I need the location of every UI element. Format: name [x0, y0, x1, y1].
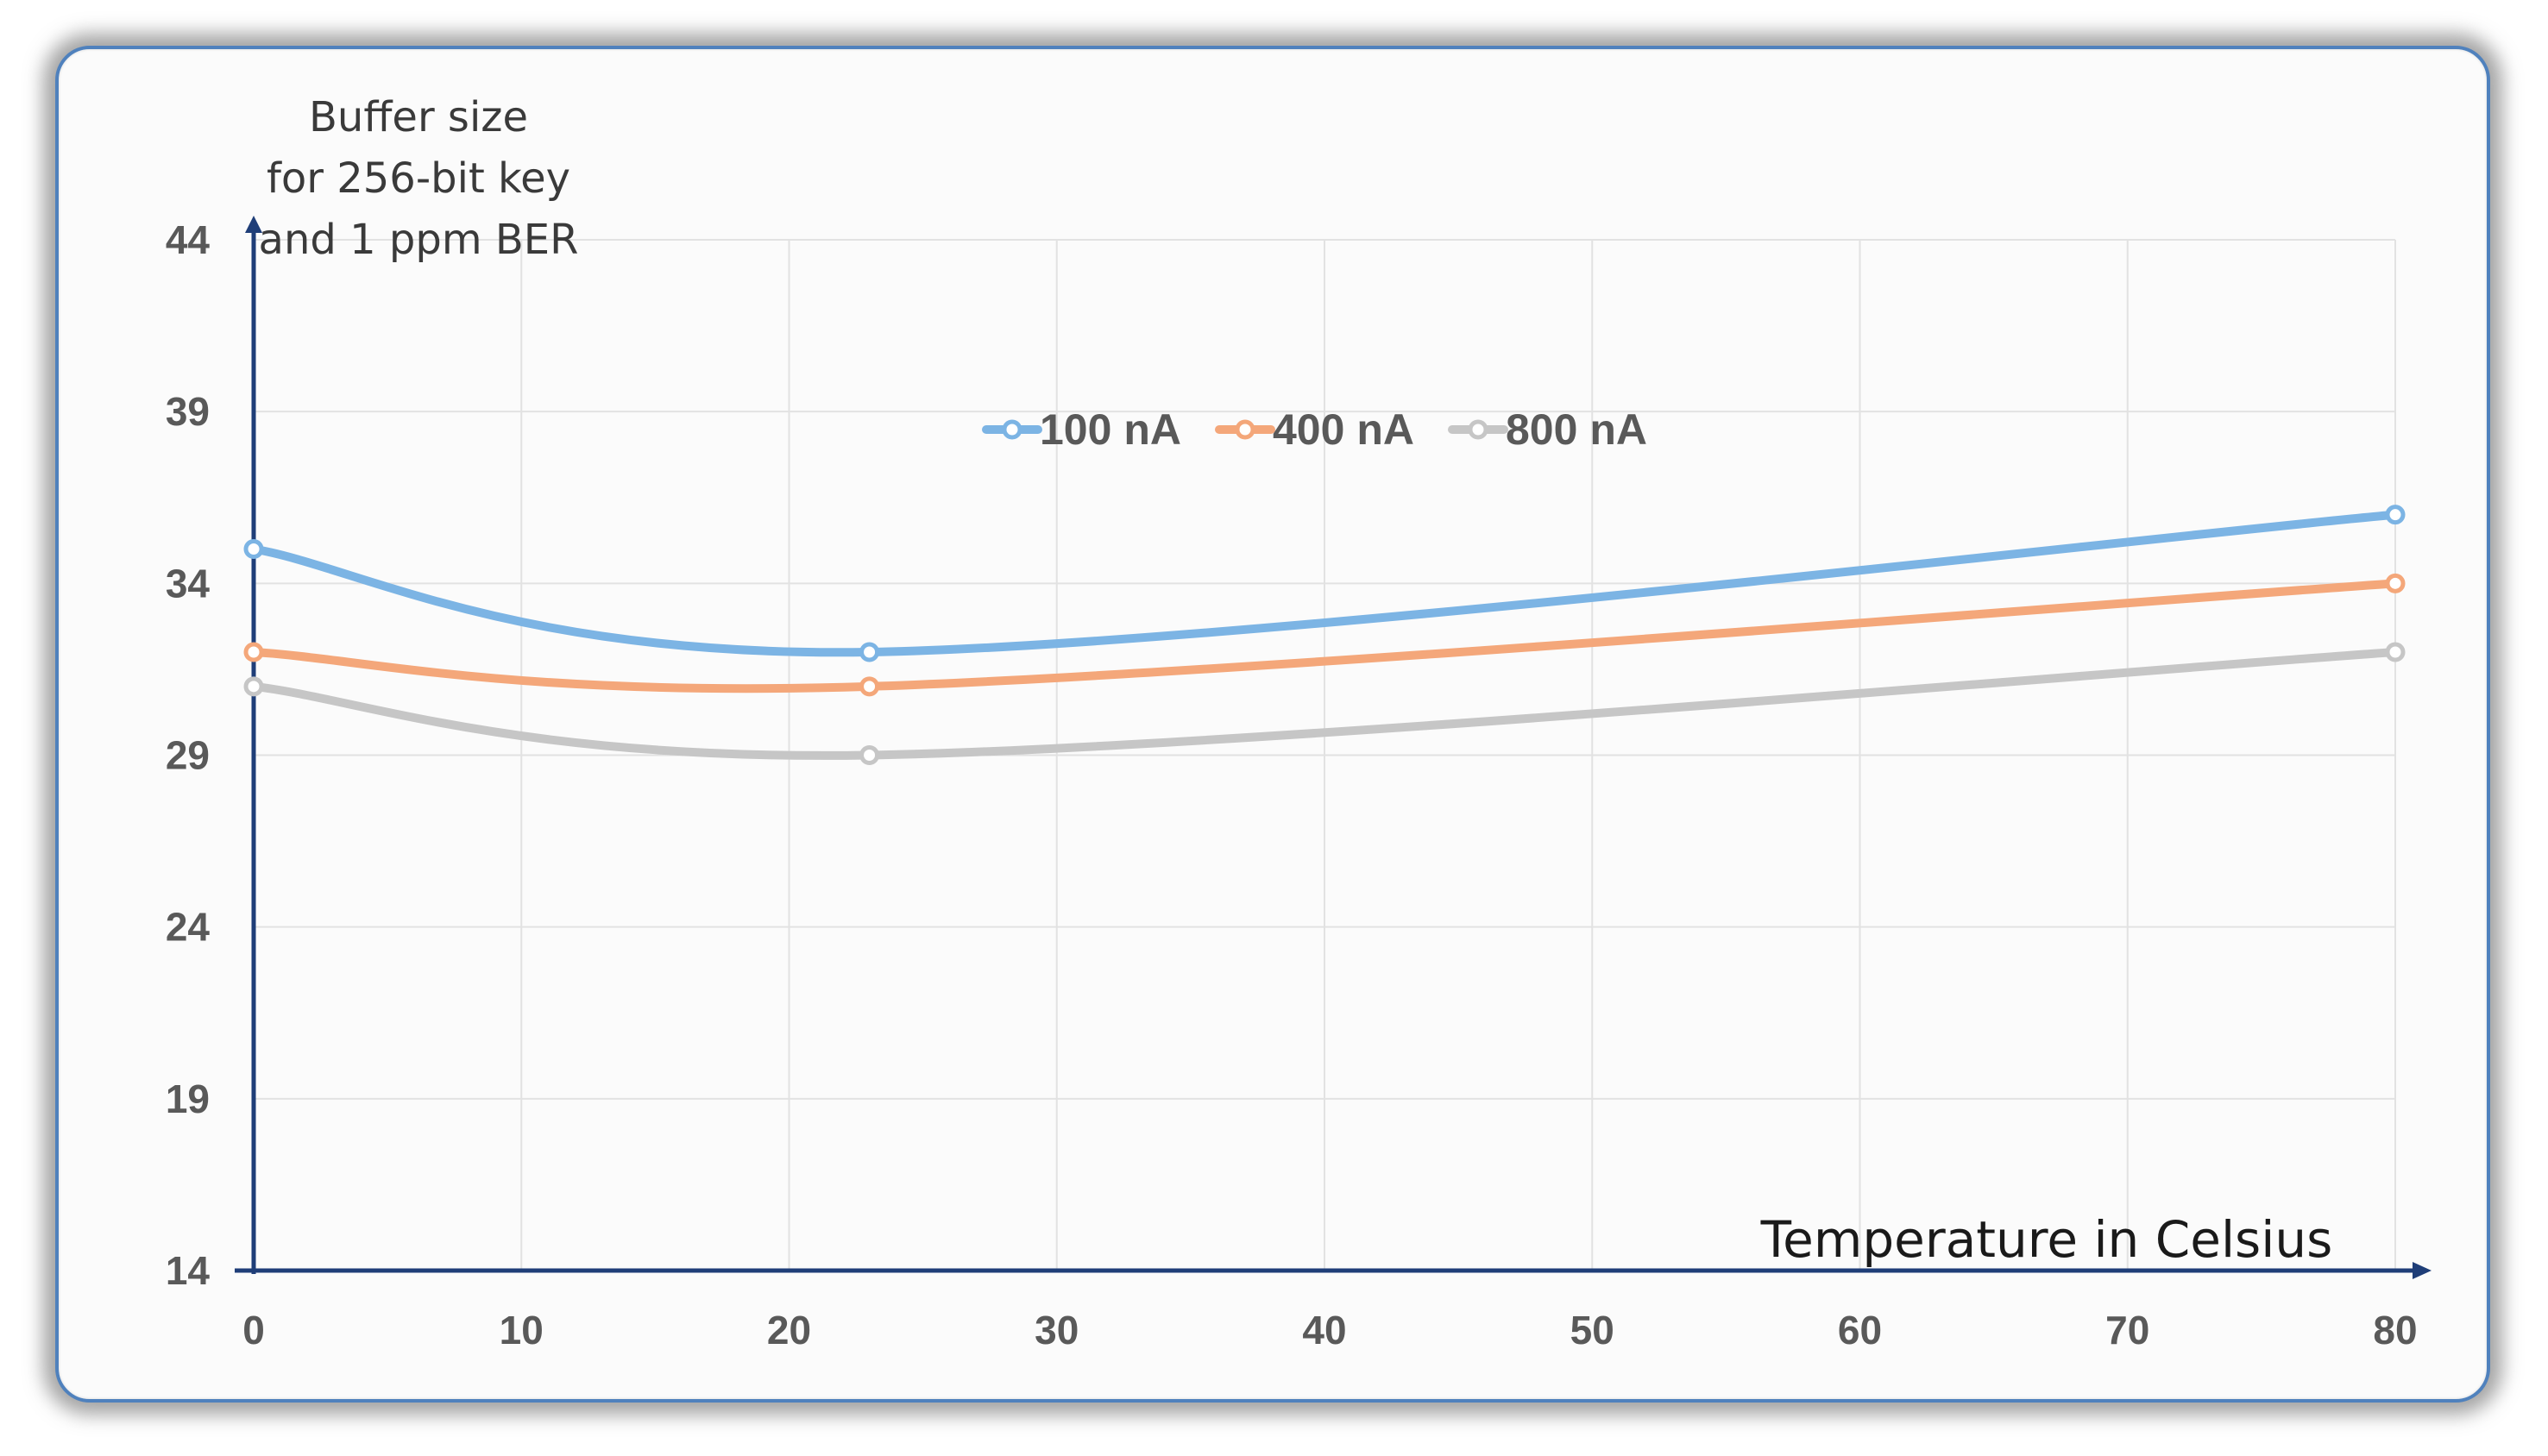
- data-point: [2385, 642, 2406, 662]
- y-axis-arrow: [245, 216, 262, 233]
- y-tick-labels: 14 19 24 29 34 39 44: [166, 217, 211, 1293]
- x-tick-label: 0: [242, 1308, 265, 1352]
- y-tick-label: 19: [166, 1076, 210, 1121]
- y-tick-label: 29: [166, 733, 210, 778]
- legend-swatch-marker: [1235, 419, 1255, 440]
- data-point: [243, 642, 264, 662]
- x-tick-labels: 0 10 20 30 40 50 60 70 80: [242, 1308, 2417, 1352]
- series-lines: [243, 505, 2406, 765]
- data-point: [243, 539, 264, 559]
- data-point: [859, 745, 880, 765]
- data-point: [2385, 505, 2406, 525]
- data-point: [2385, 573, 2406, 593]
- legend-label: 100 nA: [1040, 405, 1181, 454]
- x-tick-label: 60: [1838, 1308, 1882, 1352]
- x-axis-title: Temperature in Celsius: [1760, 1210, 2333, 1269]
- y-axis-title-line-3: and 1 ppm BER: [259, 216, 579, 264]
- legend-label: 800 nA: [1506, 405, 1647, 454]
- x-tick-label: 70: [2105, 1308, 2149, 1352]
- y-tick-label: 24: [166, 905, 211, 950]
- x-tick-label: 20: [767, 1308, 811, 1352]
- y-tick-label: 39: [166, 389, 210, 434]
- legend-swatch-marker: [1468, 419, 1488, 440]
- y-tick-label: 34: [166, 561, 211, 606]
- y-axis-title-line-2: for 256-bit key: [267, 154, 570, 203]
- y-axis-title-line-1: Buffer size: [309, 93, 528, 141]
- data-point: [859, 642, 880, 662]
- x-tick-label: 80: [2373, 1308, 2417, 1352]
- x-tick-label: 50: [1570, 1308, 1614, 1352]
- x-axis-arrow: [2413, 1262, 2432, 1279]
- y-tick-label: 14: [166, 1248, 211, 1293]
- series-line-400-na: [249, 579, 2400, 693]
- y-tick-label: 44: [166, 217, 211, 262]
- data-point: [859, 676, 880, 697]
- legend-swatch-marker: [1002, 419, 1022, 440]
- data-point: [243, 676, 264, 697]
- x-tick-label: 40: [1302, 1308, 1346, 1352]
- legend: 100 nA 400 nA 800 nA: [982, 405, 1647, 454]
- axes: [235, 216, 2432, 1279]
- legend-label: 400 nA: [1273, 405, 1414, 454]
- series-line-800-na: [249, 648, 2400, 760]
- x-tick-label: 10: [500, 1308, 544, 1352]
- x-tick-label: 30: [1035, 1308, 1079, 1352]
- grid: [254, 239, 2396, 1271]
- series-line-100-na: [249, 510, 2400, 657]
